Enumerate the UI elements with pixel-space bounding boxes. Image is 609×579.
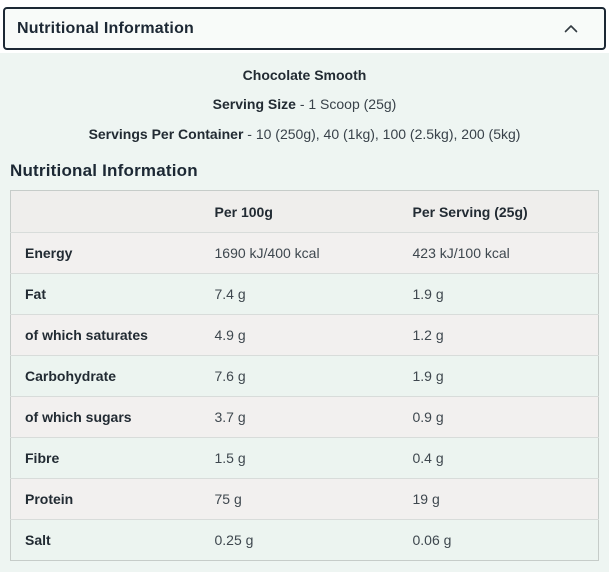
- per-serving-value: 1.9 g: [412, 273, 599, 315]
- column-header-per-serving: Per Serving (25g): [412, 190, 599, 233]
- servings-per-container-value: - 10 (250g), 40 (1kg), 100 (2.5kg), 200 …: [247, 126, 521, 142]
- per-100g-value: 7.6 g: [214, 355, 413, 397]
- nutrient-label: Fat: [10, 273, 215, 315]
- table-row: of which saturates 4.9 g 1.2 g: [10, 314, 599, 356]
- table-row: Salt 0.25 g 0.06 g: [10, 519, 599, 561]
- nutrient-label: Protein: [10, 478, 215, 520]
- table-row: Energy 1690 kJ/400 kcal 423 kJ/100 kcal: [10, 232, 599, 274]
- per-100g-value: 1690 kJ/400 kcal: [214, 232, 413, 274]
- table-row: Fibre 1.5 g 0.4 g: [10, 437, 599, 479]
- servings-per-container-line: Servings Per Container - 10 (250g), 40 (…: [0, 124, 609, 144]
- nutrient-label: Energy: [10, 232, 215, 274]
- table-heading: Nutritional Information: [10, 161, 198, 180]
- flavour-name: Chocolate Smooth: [242, 67, 367, 83]
- nutrient-label: Fibre: [10, 437, 215, 479]
- per-serving-value: 423 kJ/100 kcal: [412, 232, 599, 274]
- per-serving-value: 1.2 g: [412, 314, 599, 356]
- column-header-per-100g: Per 100g: [214, 190, 413, 233]
- nutrient-label: Carbohydrate: [10, 355, 215, 397]
- table-row: Carbohydrate 7.6 g 1.9 g: [10, 355, 599, 397]
- per-serving-value: 19 g: [412, 478, 599, 520]
- per-serving-value: 0.4 g: [412, 437, 599, 479]
- table-row: of which sugars 3.7 g 0.9 g: [10, 396, 599, 438]
- nutrient-label: of which sugars: [10, 396, 215, 438]
- column-header-empty: [10, 190, 215, 233]
- table-row: Fat 7.4 g 1.9 g: [10, 273, 599, 315]
- accordion-body: Chocolate Smooth Serving Size - 1 Scoop …: [0, 53, 609, 572]
- per-serving-value: 0.06 g: [412, 519, 599, 561]
- nutritional-info-panel: Nutritional Information Chocolate Smooth…: [0, 7, 609, 572]
- table-header-row: Per 100g Per Serving (25g): [10, 190, 599, 233]
- nutritional-information-accordion-header[interactable]: Nutritional Information: [3, 7, 606, 50]
- accordion-title: Nutritional Information: [17, 19, 195, 37]
- per-100g-value: 0.25 g: [214, 519, 413, 561]
- per-100g-value: 7.4 g: [214, 273, 413, 315]
- servings-per-container-label: Servings Per Container: [88, 126, 244, 142]
- serving-size-value: - 1 Scoop (25g): [299, 96, 397, 112]
- per-100g-value: 4.9 g: [214, 314, 413, 356]
- chevron-up-icon[interactable]: [564, 24, 578, 33]
- serving-size-label: Serving Size: [212, 96, 296, 112]
- nutrient-label: of which saturates: [10, 314, 215, 356]
- nutrition-table: Per 100g Per Serving (25g) Energy 1690 k…: [10, 190, 599, 561]
- table-row: Protein 75 g 19 g: [10, 478, 599, 520]
- per-100g-value: 3.7 g: [214, 396, 413, 438]
- per-serving-value: 0.9 g: [412, 396, 599, 438]
- nutrient-label: Salt: [10, 519, 215, 561]
- per-serving-value: 1.9 g: [412, 355, 599, 397]
- per-100g-value: 75 g: [214, 478, 413, 520]
- serving-size-line: Serving Size - 1 Scoop (25g): [0, 94, 609, 114]
- per-100g-value: 1.5 g: [214, 437, 413, 479]
